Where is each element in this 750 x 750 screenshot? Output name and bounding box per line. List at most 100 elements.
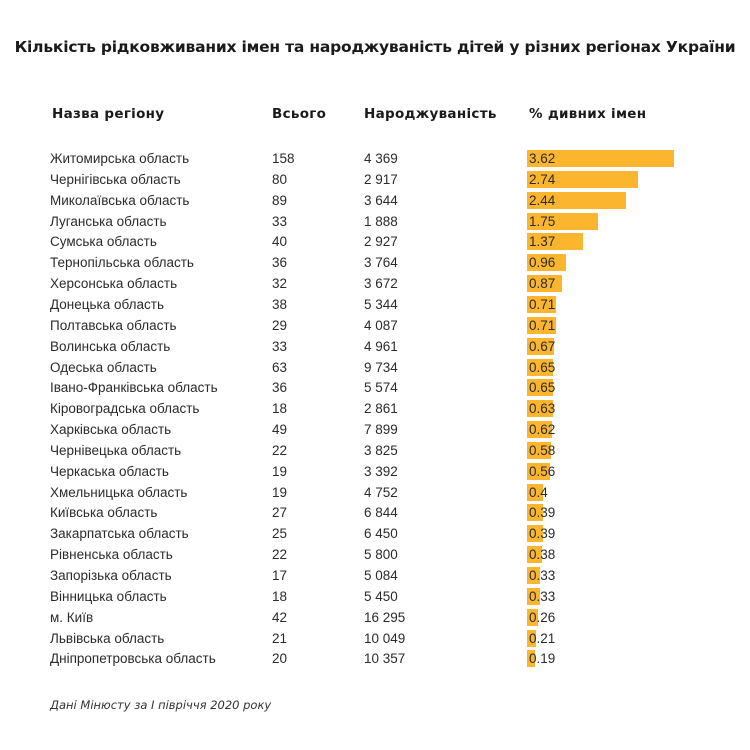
region-name: Львівська область	[50, 630, 165, 646]
births-value: 10 357	[364, 651, 406, 667]
table-row: Закарпатська область 25 6 450 0.39	[0, 523, 750, 544]
region-name: м. Київ	[50, 609, 94, 625]
pct-bar	[527, 275, 563, 293]
region-name: Донецька область	[50, 296, 164, 312]
header-region: Назва регіону	[52, 106, 165, 122]
pct-bar	[527, 629, 536, 647]
total-value: 49	[272, 422, 288, 438]
pct-label: 0.62	[529, 422, 556, 438]
births-value: 16 295	[364, 609, 406, 625]
births-value: 4 087	[364, 317, 398, 333]
region-name: Хмельницька область	[50, 484, 188, 500]
total-value: 63	[272, 359, 288, 375]
births-value: 6 450	[364, 526, 398, 542]
pct-bar	[527, 170, 639, 188]
pct-bar	[527, 504, 543, 522]
region-name: Івано-Франківська область	[50, 380, 218, 396]
table-row: Полтавська область 29 4 087 0.71	[0, 315, 750, 336]
pct-bar	[527, 483, 544, 501]
total-value: 21	[272, 630, 288, 646]
pct-label: 0.71	[529, 296, 556, 312]
births-value: 4 369	[364, 151, 398, 166]
region-name: Харківська область	[50, 422, 172, 438]
pct-label: 3.62	[529, 151, 556, 166]
header-total: Всього	[272, 106, 327, 122]
region-name: Сумська область	[50, 234, 157, 250]
pct-label: 0.4	[529, 484, 548, 500]
births-value: 6 844	[364, 505, 398, 521]
table-row: Черкаська область 19 3 392 0.56	[0, 461, 750, 482]
region-name: Рівненська область	[50, 547, 173, 563]
births-value: 2 861	[364, 401, 398, 417]
pct-bar	[527, 150, 674, 167]
table-row: Луганська область 33 1 888 1.75	[0, 211, 750, 232]
table-row: Сумська область 40 2 927 1.37	[0, 231, 750, 252]
births-value: 3 764	[364, 255, 398, 271]
table-row: Житомирська область 158 4 369 3.62	[0, 148, 750, 169]
pct-label: 0.26	[529, 609, 556, 625]
pct-bar	[527, 379, 554, 397]
region-name: Кіровоградська область	[50, 401, 200, 417]
pct-label: 0.38	[529, 547, 556, 563]
births-value: 10 049	[364, 630, 406, 646]
region-name: Житомирська область	[50, 151, 190, 166]
total-value: 158	[272, 151, 295, 166]
region-name: Миколаївська область	[50, 192, 190, 208]
births-value: 3 644	[364, 192, 398, 208]
pct-bar	[527, 608, 538, 626]
pct-bar	[527, 400, 553, 418]
total-value: 80	[272, 171, 288, 187]
births-value: 9 734	[364, 359, 398, 375]
total-value: 33	[272, 213, 288, 229]
births-value: 5 450	[364, 588, 398, 604]
pct-label: 0.33	[529, 568, 556, 583]
table-row: м. Київ 42 16 295 0.26	[0, 607, 750, 628]
total-value: 18	[272, 588, 288, 604]
births-value: 7 899	[364, 422, 398, 438]
chart-title: Кількість рідковживаних імен та народжув…	[14, 38, 736, 56]
table-row: Херсонська область 32 3 672 0.87	[0, 273, 750, 294]
pct-bar	[527, 254, 566, 272]
pct-bar	[527, 358, 554, 376]
pct-label: 0.87	[529, 276, 556, 292]
source-note: Дані Мінюсту за І півріччя 2020 року	[50, 698, 272, 712]
births-value: 4 752	[364, 484, 398, 500]
total-value: 36	[272, 255, 288, 271]
pct-bar	[527, 462, 550, 480]
births-value: 2 927	[364, 234, 398, 250]
births-value: 1 888	[364, 213, 398, 229]
region-name: Херсонська область	[50, 276, 178, 292]
table-row: Рівненська область 22 5 800 0.38	[0, 544, 750, 565]
total-value: 38	[272, 296, 288, 312]
region-name: Чернігівська область	[50, 171, 181, 187]
pct-bar	[527, 316, 556, 334]
table-row: Львівська область 21 10 049 0.21	[0, 628, 750, 649]
total-value: 19	[272, 484, 288, 500]
pct-label: 0.21	[529, 630, 556, 646]
table-row: Чернігівська область 80 2 917 2.74	[0, 169, 750, 190]
region-name: Чернівецька область	[50, 442, 182, 458]
table-row: Донецька область 38 5 344 0.71	[0, 294, 750, 315]
pct-label: 0.39	[529, 526, 556, 542]
total-value: 17	[272, 568, 288, 583]
region-name: Київська область	[50, 505, 158, 521]
table-row: Хмельницька область 19 4 752 0.4	[0, 482, 750, 503]
table-row: Одеська область 63 9 734 0.65	[0, 357, 750, 378]
total-value: 42	[272, 609, 288, 625]
table-row: Миколаївська область 89 3 644 2.44	[0, 190, 750, 211]
births-value: 5 344	[364, 296, 398, 312]
header-births: Народжуваність	[364, 106, 497, 122]
region-name: Запорізька область	[50, 568, 172, 583]
pct-label: 0.65	[529, 359, 556, 375]
region-name: Тернопільська область	[50, 255, 194, 271]
pct-label: 0.19	[529, 651, 556, 667]
table-row: Волинська область 33 4 961 0.67	[0, 336, 750, 357]
region-name: Черкаська область	[50, 463, 169, 479]
total-value: 20	[272, 651, 288, 667]
pct-bar	[527, 233, 583, 251]
total-value: 33	[272, 338, 288, 354]
pct-bar	[527, 650, 535, 668]
table-row: Дніпропетровська область 20 10 357 0.19	[0, 648, 750, 669]
pct-bar	[527, 546, 543, 564]
